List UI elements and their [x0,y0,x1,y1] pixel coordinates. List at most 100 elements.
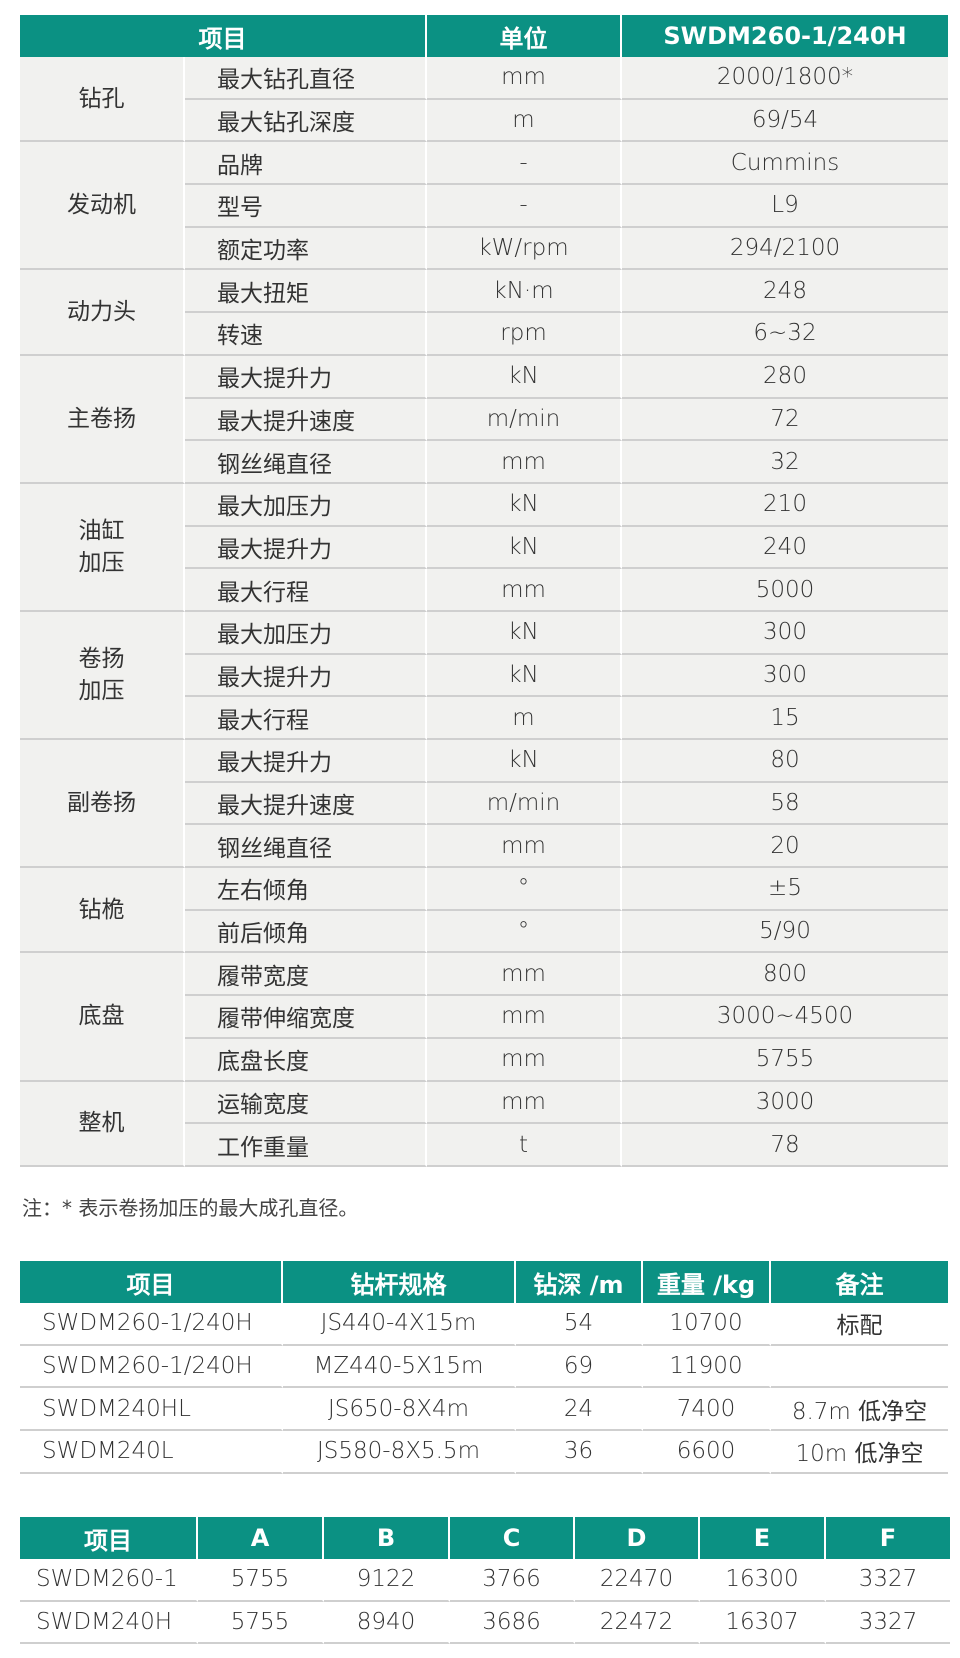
remark-cell [771,1345,948,1389]
param-name: 钢丝绳直径 [185,825,427,869]
group-label: 油缸 加压 [20,483,185,612]
weight-cell: 10700 [643,1303,771,1346]
param-value: 72 [622,398,948,442]
param-name: 前后倾角 [185,910,427,954]
remark-cell: 10m 低净空 [771,1431,948,1474]
param-name: 最大提升力 [185,355,427,399]
group-label: 卷扬 加压 [20,611,185,740]
param-name: 最大提升力 [185,526,427,570]
param-value: 240 [622,526,948,570]
c-cell: 3766 [450,1559,575,1602]
param-unit: t [427,1124,622,1167]
param-value: 78 [622,1124,948,1167]
rod-spec-cell: JS650-8X4m [283,1388,516,1432]
param-value: L9 [622,185,948,228]
header-unit: 单位 [427,15,622,57]
dim-header-row: 项目 A B C D E F [20,1517,950,1559]
header-f: F [826,1517,950,1559]
weight-cell: 7400 [643,1388,771,1432]
rod-spec-cell: MZ440-5X15m [283,1345,516,1389]
param-unit: rpm [427,313,622,356]
spec-row: 型号 - L9 [20,185,948,228]
param-name: 最大加压力 [185,483,427,527]
param-unit: ° [427,868,622,911]
param-unit: kN [427,355,622,399]
header-b: B [324,1517,450,1559]
param-name: 转速 [185,313,427,356]
header-d: D [575,1517,700,1559]
remark-cell: 8.7m 低净空 [771,1388,948,1432]
model-cell: SWDM240HL [20,1388,283,1432]
rod-spec-cell: JS440-4X15m [283,1303,516,1346]
spec-row: 最大提升力 kN 300 [20,654,948,698]
param-unit: kN [427,483,622,527]
param-name: 最大提升力 [185,740,427,783]
param-unit: kN [427,526,622,570]
header-item: 项目 [20,1261,283,1303]
header-item: 项目 [20,15,427,57]
header-depth: 钻深 /m [516,1261,643,1303]
model-cell: SWDM240L [20,1431,283,1474]
e-cell: 16300 [700,1559,826,1602]
spec-row: 钻孔 最大钻孔直径 mm 2000/1800* [20,57,948,143]
param-value: 294/2100 [622,227,948,271]
model-cell: SWDM260-1/240H [20,1345,283,1389]
param-name: 履带宽度 [185,953,427,997]
rod-header-row: 项目 钻杆规格 钻深 /m 重量 /kg 备注 [20,1261,948,1303]
spec-row: 卷扬 加压 最大加压力 kN 300 [20,611,948,740]
group-label: 发动机 [20,142,185,271]
param-value: 300 [622,611,948,655]
param-value: 69/54 [622,99,948,143]
spec-row: 钢丝绳直径 mm 20 [20,825,948,869]
param-name: 最大行程 [185,569,427,612]
rod-spec-cell: JS580-8X5.5m [283,1431,516,1474]
dimension-table: 项目 A B C D E F SWDM260-1 5755 9122 3766 2247… [20,1517,950,1645]
f-cell: 3327 [826,1601,950,1645]
param-name: 工作重量 [185,1124,427,1167]
e-cell: 16307 [700,1601,826,1645]
param-unit: - [427,185,622,228]
param-value: 5755 [622,1038,948,1082]
d-cell: 22472 [575,1601,700,1645]
param-value: 3000~4500 [622,996,948,1039]
header-a: A [198,1517,324,1559]
group-label: 整机 [20,1081,185,1167]
param-unit: kN [427,654,622,698]
header-e: E [700,1517,826,1559]
spec-row: 钻桅 左右倾角 ° ±5 [20,868,948,954]
param-value: 32 [622,441,948,484]
param-unit: m/min [427,782,622,826]
group-label: 钻桅 [20,868,185,954]
group-label: 副卷扬 [20,740,185,869]
param-value: ±5 [622,868,948,911]
group-label: 钻孔 [20,57,185,143]
param-value: 15 [622,697,948,740]
spec-row: 最大提升速度 m/min 58 [20,782,948,826]
spec-row: 副卷扬 最大提升力 kN 80 [20,740,948,869]
model-cell: SWDM260-1 [20,1559,198,1602]
table-row: SWDM260-1/240H MZ440-5X15m 69 11900 [20,1345,948,1389]
header-c: C [450,1517,575,1559]
spec-row: 底盘 履带宽度 mm 800 [20,953,948,1082]
param-unit: m [427,99,622,143]
param-value: 20 [622,825,948,869]
spec-row: 前后倾角 ° 5/90 [20,910,948,954]
table-row: SWDM240L JS580-8X5.5m 36 6600 10m 低净空 [20,1431,948,1474]
param-name: 额定功率 [185,227,427,271]
group-label: 底盘 [20,953,185,1082]
param-name: 钢丝绳直径 [185,441,427,484]
b-cell: 8940 [324,1601,450,1645]
model-cell: SWDM260-1/240H [20,1303,283,1346]
spec-row: 最大提升力 kN 240 [20,526,948,570]
param-unit: mm [427,1038,622,1082]
a-cell: 5755 [198,1559,324,1602]
param-unit: m/min [427,398,622,442]
spec-header-row: 项目 单位 SWDM260-1/240H [20,15,948,57]
table-row: SWDM260-1/240H JS440-4X15m 54 10700 标配 [20,1303,948,1346]
spec-row: 整机 运输宽度 mm 3000 [20,1081,948,1167]
spec-row: 底盘长度 mm 5755 [20,1038,948,1082]
param-value: 3000 [622,1081,948,1125]
param-unit: mm [427,996,622,1039]
param-name: 最大提升力 [185,654,427,698]
param-name: 最大钻孔直径 [185,57,427,100]
